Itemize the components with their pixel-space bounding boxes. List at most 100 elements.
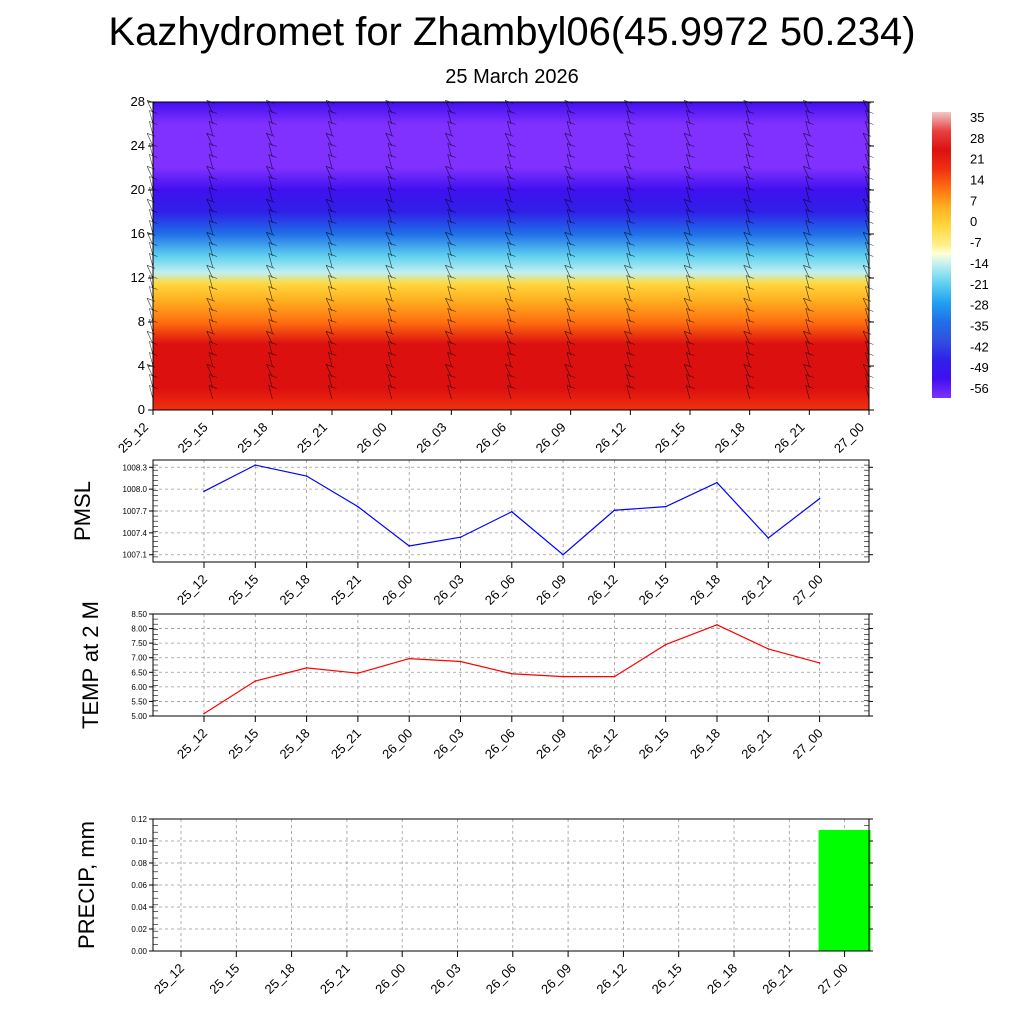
wind-barb-flag bbox=[208, 286, 218, 290]
temperature-chart: 5.00 5.50 6.00 6.50 7.00 7.50 8.00 8.50 25_12 25_… bbox=[78, 601, 873, 762]
wind-barb-flag bbox=[268, 385, 277, 389]
wind-barb bbox=[803, 133, 810, 147]
wind-barb-flag bbox=[507, 319, 516, 323]
wind-barb-flag bbox=[447, 220, 456, 224]
y-tick-label: 0.04 bbox=[131, 903, 147, 912]
wind-barb bbox=[626, 341, 631, 356]
wind-barb-flag bbox=[686, 286, 695, 290]
wind-barb-flag bbox=[504, 265, 514, 269]
wind-barb-flag bbox=[208, 154, 218, 158]
wind-barb bbox=[268, 253, 273, 268]
wind-barb-flag bbox=[208, 110, 218, 114]
wind-barb-flag bbox=[325, 331, 335, 335]
wind-barb bbox=[626, 374, 631, 389]
wind-barb bbox=[507, 143, 512, 158]
wind-barb-flag bbox=[745, 341, 755, 345]
wind-barb bbox=[447, 143, 452, 158]
wind-barb bbox=[328, 341, 333, 356]
wind-barb-flag bbox=[504, 166, 514, 170]
wind-barb-flag bbox=[507, 352, 516, 356]
wind-barb-flag bbox=[626, 242, 635, 246]
wind-barb-flag bbox=[566, 319, 576, 323]
wind-barb-flag bbox=[266, 364, 275, 368]
x-tick-label: 26_15 bbox=[636, 572, 672, 608]
wind-barb bbox=[626, 242, 631, 257]
wind-barb-flag bbox=[206, 331, 215, 335]
wind-barb-flag bbox=[328, 209, 337, 213]
heatmap-x-tick-label: 26_21 bbox=[771, 420, 807, 456]
pmsl-point bbox=[459, 536, 462, 539]
wind-barb bbox=[146, 199, 154, 213]
wind-barb bbox=[624, 298, 631, 312]
wind-barb bbox=[683, 133, 691, 147]
wind-barb bbox=[566, 143, 571, 158]
heatmap-y-tick-label: 24 bbox=[131, 138, 145, 153]
wind-barb-flag bbox=[743, 265, 752, 269]
temp-point bbox=[305, 667, 308, 669]
heatmap-y-tick-label: 4 bbox=[138, 358, 145, 373]
wind-barb-flag bbox=[325, 199, 335, 203]
wind-barb bbox=[325, 199, 333, 213]
wind-barb bbox=[385, 331, 392, 345]
wind-barb bbox=[268, 187, 273, 202]
wind-barb bbox=[805, 319, 810, 334]
wind-barb bbox=[328, 110, 333, 125]
wind-barb-flag bbox=[626, 308, 635, 312]
heatmap-field bbox=[153, 102, 869, 410]
wind-barb bbox=[862, 298, 870, 312]
wind-barb bbox=[206, 199, 213, 213]
wind-barb-flag bbox=[686, 341, 695, 345]
wind-barb-flag bbox=[206, 265, 215, 269]
wind-barb bbox=[208, 143, 213, 158]
wind-barb bbox=[805, 352, 810, 367]
wind-barb bbox=[387, 352, 392, 367]
x-tick-label: 26_06 bbox=[482, 572, 518, 608]
wind-barb-flag bbox=[504, 331, 514, 335]
wind-barb-flag bbox=[146, 199, 156, 203]
wind-barb bbox=[387, 242, 392, 257]
wind-barb-flag bbox=[268, 209, 277, 213]
wind-barb bbox=[146, 331, 154, 345]
wind-barb-flag bbox=[325, 232, 335, 236]
wind-barb-flag bbox=[208, 187, 218, 191]
wind-barb-flag bbox=[328, 374, 337, 378]
y-tick-label: 0.02 bbox=[131, 925, 147, 934]
wind-barb bbox=[686, 308, 691, 323]
colorbar-label: 28 bbox=[970, 131, 984, 146]
wind-barb bbox=[206, 133, 213, 147]
wind-barb-flag bbox=[328, 319, 337, 323]
wind-barb bbox=[686, 209, 691, 224]
wind-barb-flag bbox=[626, 385, 635, 389]
wind-barb bbox=[268, 121, 273, 136]
wind-barb bbox=[387, 385, 392, 400]
wind-barb bbox=[445, 133, 452, 147]
pmsl-point bbox=[203, 490, 205, 493]
wind-barb bbox=[149, 209, 154, 224]
heatmap-x-tick-label: 26_09 bbox=[533, 420, 569, 456]
wind-barb bbox=[805, 209, 810, 224]
wind-barb bbox=[266, 265, 273, 279]
wind-barb-flag bbox=[507, 374, 516, 378]
wind-barb-flag bbox=[862, 232, 872, 236]
wind-barb-flag bbox=[208, 341, 218, 345]
wind-barb bbox=[387, 187, 392, 202]
wind-barb-flag bbox=[445, 298, 454, 302]
wind-barb-flag bbox=[208, 143, 218, 147]
wind-barb bbox=[328, 176, 333, 191]
wind-barb bbox=[149, 352, 154, 367]
wind-barb bbox=[683, 265, 691, 279]
heatmap-y-tick-label: 12 bbox=[131, 270, 145, 285]
wind-barb bbox=[805, 341, 810, 356]
y-tick-label: 1007.4 bbox=[123, 529, 148, 538]
wind-barb-flag bbox=[566, 187, 576, 191]
wind-barb bbox=[862, 232, 870, 246]
wind-barb bbox=[206, 166, 213, 180]
wind-barb-flag bbox=[266, 166, 275, 170]
wind-barb-flag bbox=[445, 265, 454, 269]
wind-barb-flag bbox=[683, 166, 693, 170]
wind-barb bbox=[385, 199, 392, 213]
wind-barb bbox=[862, 166, 870, 180]
wind-barb-flag bbox=[624, 232, 633, 236]
wind-barb-flag bbox=[683, 232, 693, 236]
x-tick-label: 26_03 bbox=[430, 572, 466, 608]
